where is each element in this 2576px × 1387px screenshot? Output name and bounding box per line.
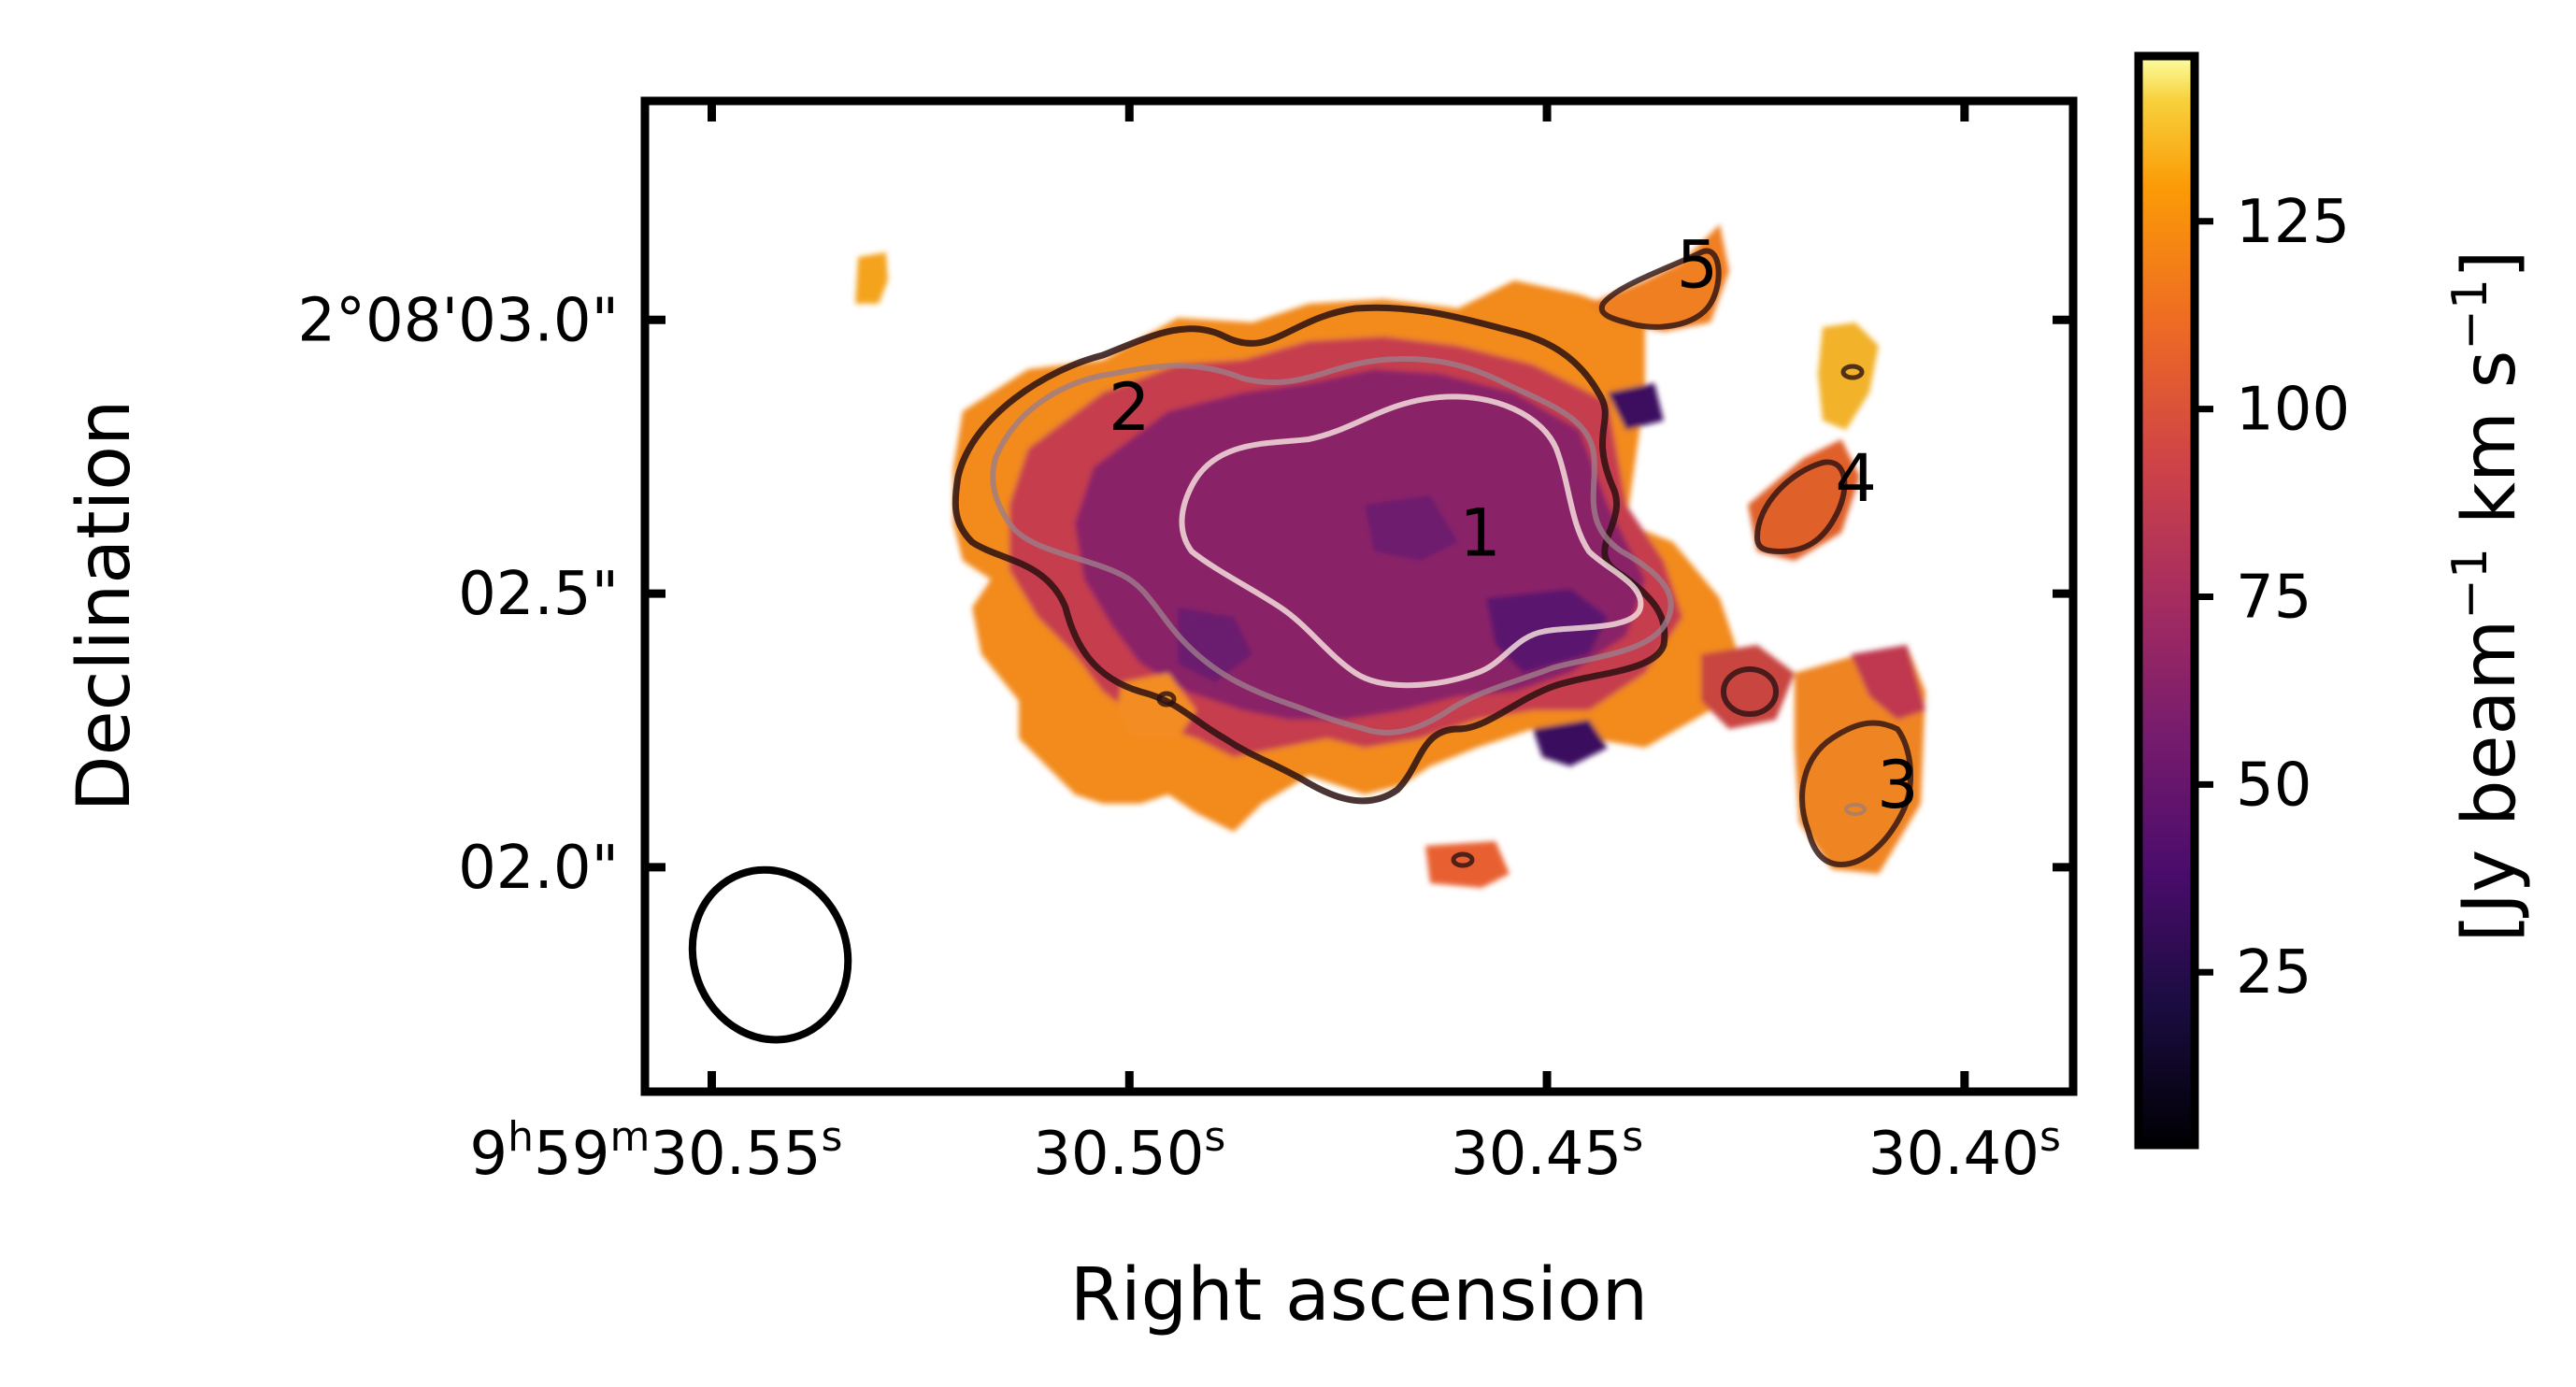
contour-dot-4: [1844, 803, 1867, 816]
emission-dark-patch-5: [1365, 495, 1458, 561]
region-labels: 1 2 3 4 5: [1109, 227, 1919, 823]
colorbar-gradient: [2139, 56, 2195, 1145]
emission-dark-patch-3: [1533, 720, 1608, 766]
x-tick-label: 30.50s: [1033, 1113, 1225, 1190]
blob-3-top: [1851, 645, 1925, 720]
contour-inner: [1179, 393, 1644, 689]
y-tick-label: 2°08'03.0": [297, 286, 619, 355]
x-tick-label: 30.40s: [1868, 1113, 2061, 1190]
colorbar-ticks: 25 50 75 100 125: [2195, 188, 2350, 1008]
region-label: 2: [1109, 369, 1151, 446]
colorbar-tick-label: 100: [2236, 376, 2350, 445]
y-axis-title: Declination: [63, 400, 147, 812]
blob-topleft: [855, 252, 888, 304]
colorbar: 25 50 75 100 125 [Jy beam−1 km s−1]: [2134, 51, 2532, 1150]
region-label: 3: [1877, 747, 1919, 823]
contour-dot-1: [1156, 691, 1177, 708]
colorbar-frame: [2134, 51, 2199, 1150]
blob-4: [1748, 439, 1860, 561]
beam-ellipse: [688, 865, 852, 1044]
colorbar-label: [Jy beam−1 km s−1]: [2442, 250, 2532, 943]
x-tick-label: 9h59m30.55s: [469, 1113, 842, 1190]
region-label: 4: [1835, 440, 1877, 517]
contour-middle: [990, 356, 1674, 736]
contour-dot-3: [1840, 364, 1865, 380]
region-label: 5: [1677, 227, 1719, 304]
colorbar-tick-label: 75: [2236, 563, 2311, 632]
contours: [952, 248, 1914, 868]
contour-blob-5: [1598, 248, 1722, 330]
y-tick-label: 02.0": [458, 834, 619, 903]
contour-small-ring: [1721, 666, 1779, 717]
blob-5: [1589, 224, 1729, 332]
emission-dark-patch-2: [1608, 383, 1664, 430]
x-axis: 9h59m30.55s 30.50s 30.45s 30.40s: [469, 101, 2061, 1189]
x-tick-label: 30.45s: [1451, 1113, 1643, 1190]
y-tick-label: 02.5": [458, 560, 619, 629]
y-axis: 2°08'03.0" 02.5" 02.0": [297, 286, 2073, 903]
region-label: 1: [1459, 495, 1501, 572]
contour-outer: [952, 304, 1668, 805]
emission-dark-patch-4: [1178, 608, 1252, 682]
colorbar-tick-label: 25: [2236, 938, 2311, 1008]
moment-map-image: [855, 224, 1925, 888]
x-axis-title: Right ascension: [1070, 1253, 1648, 1337]
contour-dot-2: [1451, 851, 1475, 868]
colorbar-tick-label: 50: [2236, 751, 2311, 820]
contour-blob-4: [1754, 459, 1848, 554]
contour-blob-3: [1799, 720, 1914, 867]
colorbar-tick-label: 125: [2236, 188, 2350, 257]
